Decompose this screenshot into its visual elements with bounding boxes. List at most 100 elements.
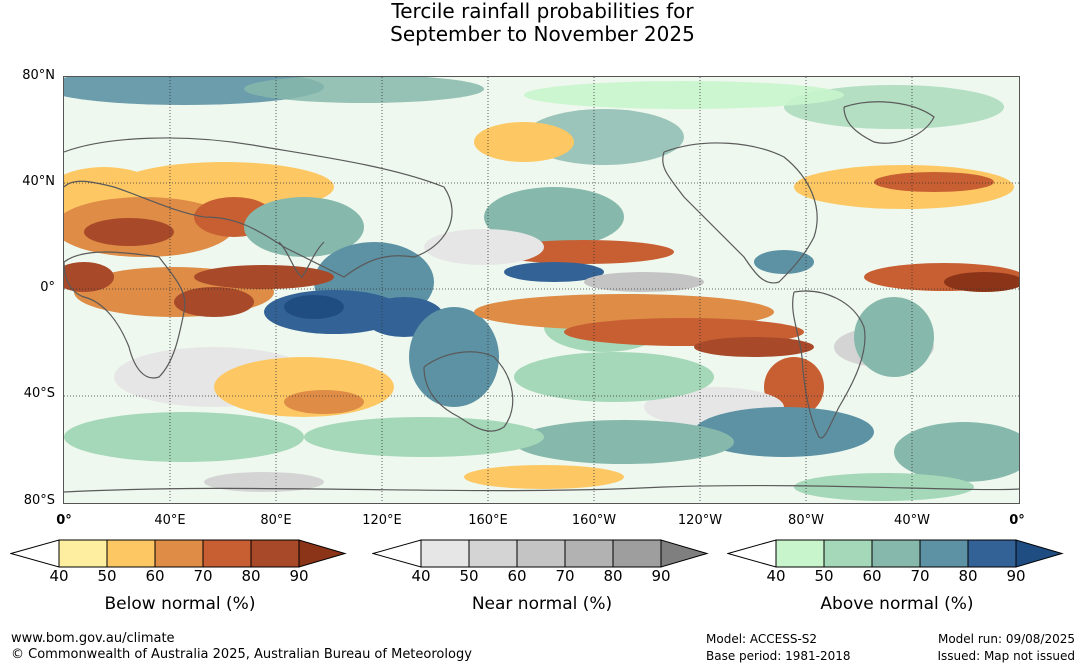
below-normal-swatch	[202, 539, 252, 568]
below-normal-region	[874, 172, 994, 192]
above-normal-upper-extension	[1015, 539, 1064, 568]
below-normal-region	[84, 218, 174, 246]
above-normal-swatch	[823, 539, 873, 568]
lat-label-80n: 80°N	[22, 68, 55, 83]
eurasia-coastline	[64, 137, 453, 278]
above-normal-swatch	[919, 539, 969, 568]
tick-label: 70	[910, 567, 930, 585]
above-normal-region	[754, 250, 814, 274]
above-normal-region	[284, 295, 344, 319]
rainfall-probability-map	[63, 76, 1020, 504]
near-normal-swatch	[564, 539, 614, 568]
website-link[interactable]: www.bom.gov.au/climate	[11, 631, 175, 646]
tick-label: 70	[555, 567, 575, 585]
colorbar-below-title: Below normal (%)	[104, 594, 256, 614]
lon-label-0-right: 0°	[1009, 513, 1025, 528]
above-normal-region	[524, 81, 844, 109]
lon-label-120w: 120°W	[677, 513, 723, 528]
lon-label-80e: 80°E	[260, 513, 292, 528]
tick-label: 40	[411, 567, 431, 585]
above-normal-swatch	[775, 539, 825, 568]
tick-label: 60	[862, 567, 882, 585]
colorbar-above-normal	[727, 539, 1067, 569]
colorbar-near-title: Near normal (%)	[471, 594, 613, 614]
tick-label: 90	[289, 567, 309, 585]
above-normal-region	[244, 77, 484, 103]
footer-run-info: Model run: 09/08/2025 Issued: Map not is…	[900, 631, 1075, 665]
below-normal-region	[474, 122, 574, 162]
above-normal-region	[409, 307, 499, 407]
below-normal-region	[284, 390, 364, 414]
lon-label-0-left: 0°	[56, 513, 72, 528]
colorbar-below-swatches	[10, 539, 347, 568]
near-normal-lower-extension	[372, 539, 422, 568]
tick-label: 60	[145, 567, 165, 585]
above-normal-lower-extension	[727, 539, 777, 568]
above-normal-swatch	[967, 539, 1017, 568]
tick-label: 50	[459, 567, 479, 585]
antarctica-coastline	[64, 484, 1019, 493]
above-normal-swatch	[871, 539, 921, 568]
near-normal-region	[204, 472, 324, 492]
lon-label-160w: 160°W	[571, 513, 617, 528]
tick-label: 60	[507, 567, 527, 585]
title-line-1: Tercile rainfall probabilities for	[391, 0, 694, 23]
lon-label-40w: 40°W	[894, 513, 930, 528]
model-run-date: Model run: 09/08/2025	[937, 632, 1075, 646]
below-normal-upper-extension	[298, 539, 347, 568]
below-normal-swatch	[106, 539, 156, 568]
above-normal-region	[894, 422, 1019, 482]
title-line-2: September to November 2025	[390, 22, 695, 46]
near-normal-swatch	[468, 539, 518, 568]
tick-label: 80	[958, 567, 978, 585]
below-normal-region	[464, 465, 624, 489]
tick-label: 90	[1006, 567, 1026, 585]
footer-credit: www.bom.gov.au/climate © Commonwealth of…	[11, 631, 472, 663]
tick-label: 40	[49, 567, 69, 585]
below-normal-region	[194, 265, 334, 289]
lat-label-80s: 80°S	[23, 493, 55, 508]
tick-label: 90	[651, 567, 671, 585]
below-normal-swatch	[154, 539, 204, 568]
below-normal-region	[64, 262, 114, 292]
colorbar-above-title: Above normal (%)	[820, 594, 974, 614]
above-normal-region	[854, 297, 934, 377]
model-name: Model: ACCESS-S2	[706, 632, 818, 646]
lon-label-120e: 120°E	[362, 513, 402, 528]
colorbar-below-normal	[10, 539, 350, 569]
south-america-coastline	[792, 290, 866, 439]
colorbar-near-swatches	[372, 539, 709, 568]
colorbar-above-swatches	[727, 539, 1064, 568]
base-period: Base period: 1981-2018	[706, 649, 851, 663]
lat-label-40n: 40°N	[22, 174, 55, 189]
above-normal-region	[694, 407, 874, 457]
below-normal-lower-extension	[10, 539, 60, 568]
lon-label-40e: 40°E	[154, 513, 186, 528]
above-normal-region	[304, 417, 544, 457]
lat-label-equator: 0°	[40, 280, 55, 295]
above-normal-region	[484, 187, 624, 247]
near-normal-region	[424, 229, 544, 265]
near-normal-swatch	[420, 539, 470, 568]
below-normal-region	[694, 337, 814, 357]
north-america-coastline	[662, 142, 818, 284]
above-normal-region	[64, 412, 304, 462]
near-normal-region	[584, 272, 704, 292]
australia-coastline	[423, 351, 514, 432]
footer-model-info: Model: ACCESS-S2 Base period: 1981-2018	[706, 631, 851, 665]
below-normal-region	[174, 287, 254, 317]
below-normal-swatch	[250, 539, 300, 568]
above-normal-region	[514, 420, 734, 464]
copyright-text: © Commonwealth of Australia 2025, Austra…	[11, 647, 472, 662]
lon-label-80w: 80°W	[788, 513, 824, 528]
lat-label-40s: 40°S	[23, 386, 55, 401]
tick-label: 50	[814, 567, 834, 585]
below-normal-region	[944, 272, 1019, 292]
india-coastline	[278, 241, 325, 278]
tick-label: 70	[193, 567, 213, 585]
near-normal-upper-extension	[660, 539, 709, 568]
above-normal-region	[244, 197, 364, 257]
greenland-coastline	[843, 101, 935, 144]
colorbar-near-normal	[372, 539, 712, 569]
tick-label: 80	[603, 567, 623, 585]
